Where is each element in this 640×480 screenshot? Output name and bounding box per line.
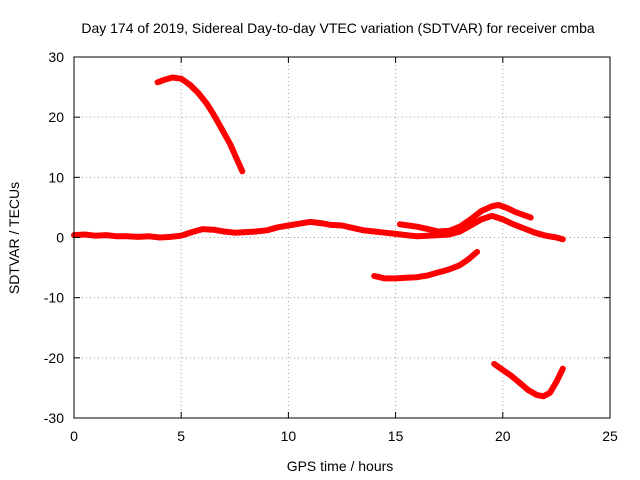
y-tick-label: -20 [44,350,64,366]
y-tick-label: 30 [48,49,64,65]
x-tick-label: 25 [602,428,618,444]
x-tick-label: 5 [177,428,185,444]
x-tick-label: 0 [70,428,78,444]
y-tick-label: -30 [44,410,64,426]
series-arc-5 [491,360,566,400]
series-arc-4 [371,248,481,282]
y-tick-label: 20 [48,109,64,125]
x-tick-label: 10 [281,428,297,444]
grid-lines [74,57,610,418]
chart-title: Day 174 of 2019, Sidereal Day-to-day VTE… [81,20,594,36]
x-tick-label: 15 [388,428,404,444]
x-axis-label: GPS time / hours [287,458,394,474]
y-axis-label: SDTVAR / TECUs [6,182,22,294]
x-axis-ticks: 0 5 10 15 20 25 [70,57,618,444]
y-tick-label: 10 [48,169,64,185]
y-tick-label: -10 [44,290,64,306]
y-tick-label: 0 [56,230,64,246]
series-arc-2 [71,212,566,243]
y-axis-ticks: -30 -20 -10 0 10 20 30 [44,49,610,426]
x-tick-label: 20 [495,428,511,444]
series-arc-3 [396,202,534,235]
series-arc-1 [154,74,246,175]
data-series [71,74,566,400]
